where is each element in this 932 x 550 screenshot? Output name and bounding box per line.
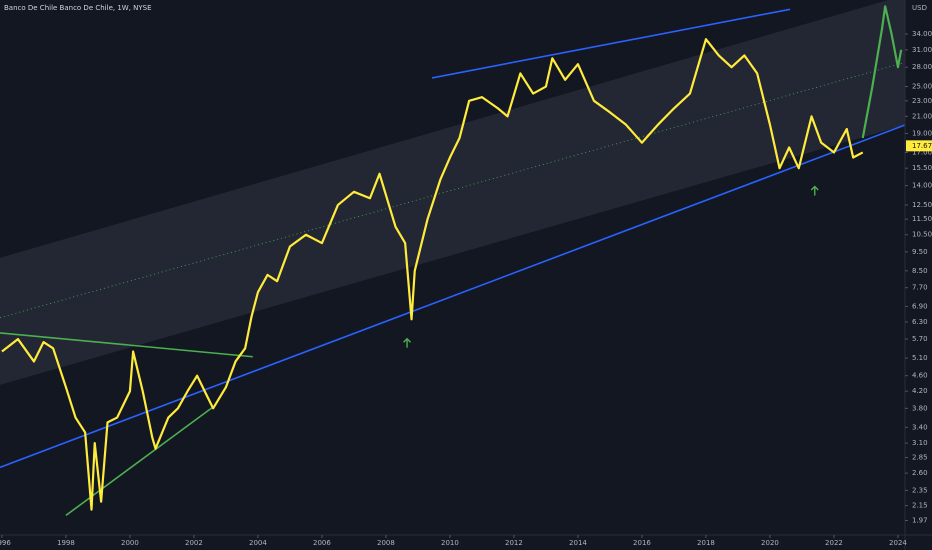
trendline: [0, 332, 253, 358]
channel-band: [0, 0, 905, 385]
channel-midline: [0, 62, 905, 319]
y-tick-label: 23.00: [912, 97, 932, 105]
y-tick-label: 3.40: [912, 423, 928, 431]
y-tick-label: 34.00: [912, 30, 932, 38]
y-tick-label: 25.00: [912, 83, 932, 91]
plot-area: [0, 0, 905, 517]
up-arrow: [403, 337, 412, 348]
x-tick-label: 2014: [569, 539, 587, 547]
y-tick-label: 1.97: [912, 517, 928, 525]
y-tick-label: 12.50: [912, 201, 932, 209]
y-tick-label: 14.00: [912, 182, 932, 190]
y-tick-label: 9.50: [912, 248, 928, 256]
x-tick-label: 2020: [761, 539, 779, 547]
last-price-box: [906, 140, 932, 152]
y-tick-label: 31.00: [912, 46, 932, 54]
price-line: [1, 38, 864, 511]
y-tick-label: 19.00: [912, 129, 932, 137]
x-tick-label: 2012: [505, 539, 523, 547]
y-tick-label: 28.00: [912, 63, 932, 71]
y-tick-label: 17.00: [912, 148, 932, 156]
y-tick-label: 2.15: [912, 502, 928, 510]
x-tick-label: 2022: [825, 539, 843, 547]
y-tick-label: 2.85: [912, 453, 928, 461]
trendline: [0, 124, 905, 469]
x-tick-label: 2008: [377, 539, 395, 547]
last-price-label: 17.67: [912, 142, 932, 150]
y-tick-label: 2.60: [912, 469, 928, 477]
x-tick-label: 1996: [0, 539, 11, 547]
x-tick-label: 2000: [121, 539, 139, 547]
x-tick-label: 2010: [441, 539, 459, 547]
price-line: [861, 5, 903, 139]
x-tick-label: 2006: [313, 539, 331, 547]
y-tick-label: 5.70: [912, 335, 928, 343]
y-tick-label: 4.60: [912, 372, 928, 380]
x-tick-label: 2024: [889, 539, 907, 547]
y-tick-label: 5.10: [912, 354, 928, 362]
chart-title: Banco De Chile Banco De Chile, 1W, NYSE: [4, 4, 152, 12]
x-tick-label: 2018: [697, 539, 715, 547]
trendline: [431, 8, 791, 79]
x-tick-label: 2016: [633, 539, 651, 547]
y-tick-label: 3.10: [912, 439, 928, 447]
y-tick-label: 3.80: [912, 404, 928, 412]
currency-label: USD: [912, 4, 927, 12]
y-tick-label: 6.90: [912, 302, 928, 310]
y-tick-label: 6.30: [912, 318, 928, 326]
up-arrow: [810, 185, 819, 196]
x-tick-label: 2004: [249, 539, 267, 547]
y-tick-label: 11.50: [912, 215, 932, 223]
x-tick-label: 2002: [185, 539, 203, 547]
y-tick-label: 7.70: [912, 284, 928, 292]
y-tick-label: 10.50: [912, 231, 932, 239]
y-tick-label: 2.35: [912, 486, 928, 494]
y-tick-label: 4.20: [912, 387, 928, 395]
y-tick-label: 8.50: [912, 267, 928, 275]
x-tick-label: 1998: [57, 539, 75, 547]
y-tick-label: 21.00: [912, 112, 932, 120]
y-tick-label: 15.50: [912, 164, 932, 172]
